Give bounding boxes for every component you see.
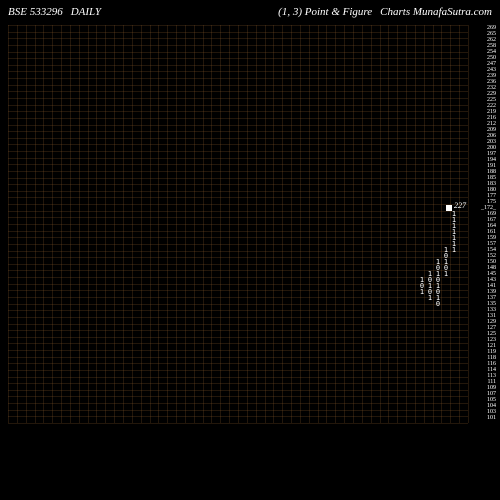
grid-line-v [353, 25, 354, 423]
grid-line-v [96, 25, 97, 423]
grid-line-v [238, 25, 239, 423]
grid-line-v [300, 25, 301, 423]
pnf-cell: 1 [442, 271, 450, 277]
grid-line-v [229, 25, 230, 423]
grid-line-v [176, 25, 177, 423]
pnf-cell: 1 [426, 295, 434, 301]
period-label: DAILY [71, 6, 101, 18]
y-axis-label: 101 [487, 415, 496, 421]
grid-line-v [123, 25, 124, 423]
chart-header: BSE 533296 DAILY (1, 3) Point & Figure C… [8, 6, 492, 18]
grid-line-v [185, 25, 186, 423]
grid-line-v [105, 25, 106, 423]
grid-line-v [167, 25, 168, 423]
grid-line-v [291, 25, 292, 423]
grid-line-v [88, 25, 89, 423]
grid-line-v [247, 25, 248, 423]
grid-line-v [388, 25, 389, 423]
grid-line-v [406, 25, 407, 423]
chart-grid: 1011010110101010101011111111227 [8, 25, 468, 423]
grid-line-v [158, 25, 159, 423]
pnf-cell: 1 [418, 289, 426, 295]
grid-line-v [203, 25, 204, 423]
price-marker-box [446, 205, 452, 211]
grid-line-v [141, 25, 142, 423]
grid-line-v [150, 25, 151, 423]
pnf-cell: 1 [450, 247, 458, 253]
grid-line-h [8, 423, 468, 424]
grid-line-v [220, 25, 221, 423]
y-axis: 2692652622582542502472432392362322292252… [470, 25, 496, 423]
grid-line-v [318, 25, 319, 423]
grid-line-v [265, 25, 266, 423]
grid-line-v [256, 25, 257, 423]
symbol-label: BSE 533296 [8, 6, 63, 18]
grid-line-v [380, 25, 381, 423]
grid-line-v [344, 25, 345, 423]
pnf-cell: 0 [434, 301, 442, 307]
attribution-label: Charts MunafaSutra.com [380, 6, 492, 18]
grid-line-v [132, 25, 133, 423]
grid-line-v [273, 25, 274, 423]
grid-line-v [35, 25, 36, 423]
grid-line-v [415, 25, 416, 423]
grid-line-v [61, 25, 62, 423]
grid-line-v [17, 25, 18, 423]
grid-line-v [433, 25, 434, 423]
grid-line-v [282, 25, 283, 423]
grid-line-v [441, 25, 442, 423]
grid-line-v [362, 25, 363, 423]
grid-line-v [26, 25, 27, 423]
grid-line-v [43, 25, 44, 423]
grid-line-v [194, 25, 195, 423]
grid-line-v [397, 25, 398, 423]
grid-line-v [335, 25, 336, 423]
grid-line-v [79, 25, 80, 423]
grid-line-v [114, 25, 115, 423]
grid-line-v [326, 25, 327, 423]
grid-line-v [424, 25, 425, 423]
grid-line-v [309, 25, 310, 423]
grid-line-v [8, 25, 9, 423]
chart-type-label: (1, 3) Point & Figure [278, 6, 372, 18]
grid-line-v [371, 25, 372, 423]
price-marker-label: 227 [454, 201, 466, 210]
grid-line-v [70, 25, 71, 423]
grid-line-v [52, 25, 53, 423]
grid-line-v [459, 25, 460, 423]
grid-line-v [468, 25, 469, 423]
grid-line-v [211, 25, 212, 423]
